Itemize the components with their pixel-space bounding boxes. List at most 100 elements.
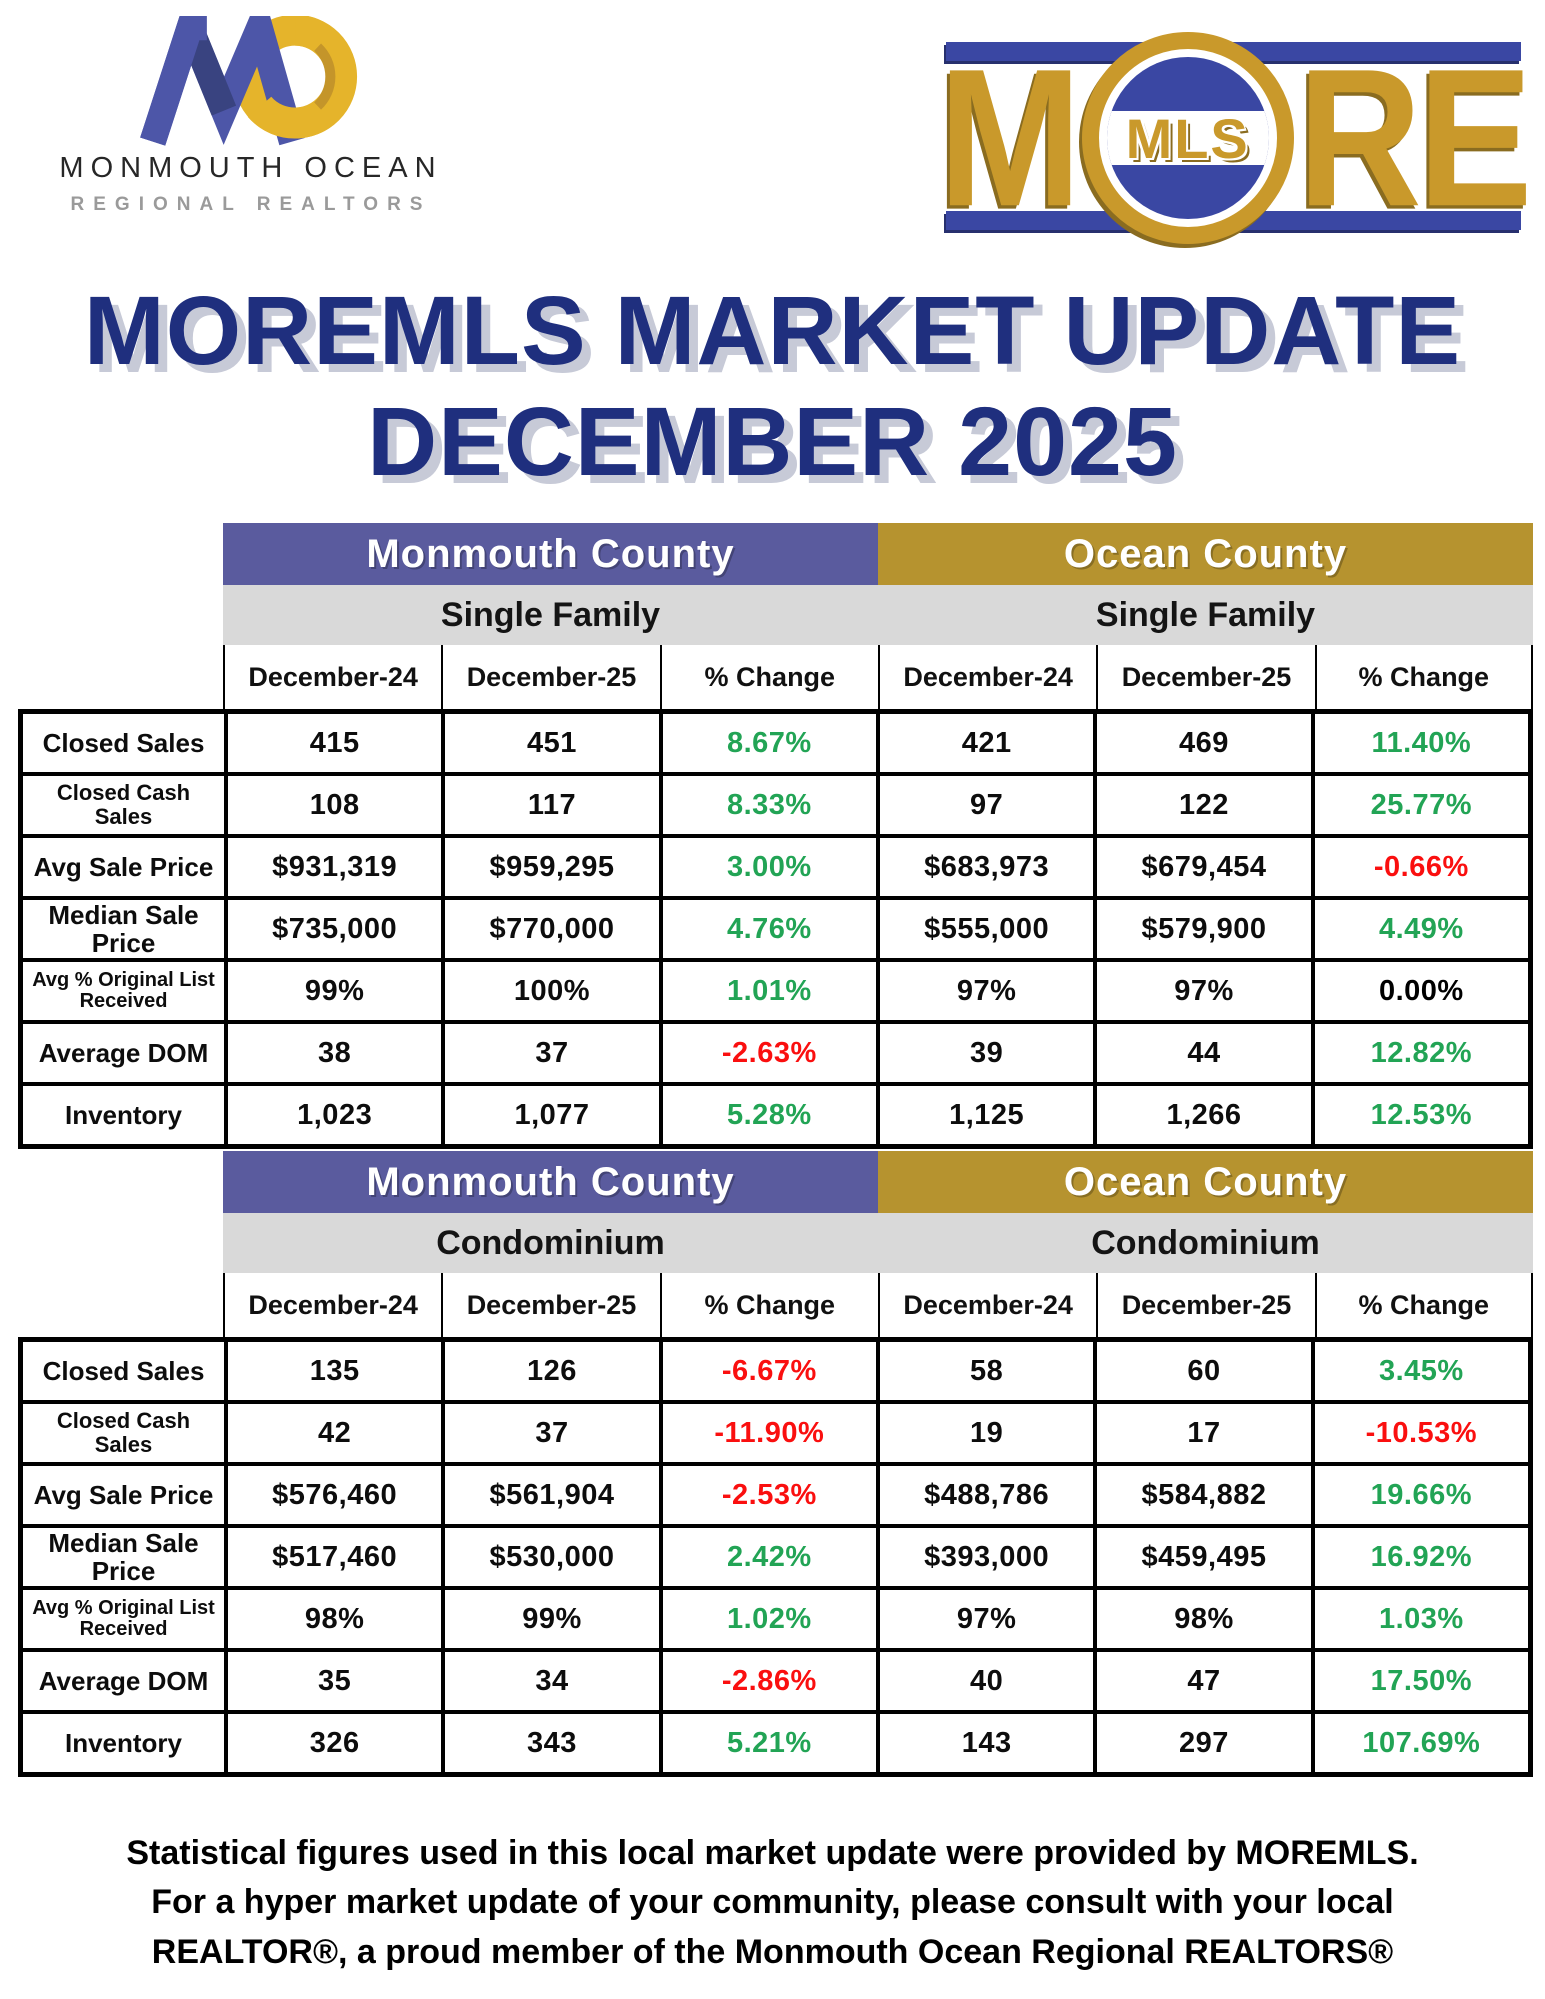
column-header: December-25 bbox=[441, 1273, 660, 1338]
disclaimer-line-3: REALTOR®, a proud member of the Monmouth… bbox=[151, 1932, 1394, 1971]
change-cell-monmouth: 8.67% bbox=[660, 712, 878, 775]
value-cell-monmouth-dec25: 126 bbox=[443, 1340, 661, 1403]
county-header-monmouth: Monmouth County bbox=[223, 1151, 878, 1214]
change-cell-ocean: 16.92% bbox=[1312, 1526, 1530, 1589]
table-corner bbox=[18, 1213, 223, 1274]
column-header: December-24 bbox=[877, 645, 1097, 710]
change-cell-monmouth: 5.21% bbox=[660, 1712, 878, 1775]
value-cell-monmouth-dec25: 343 bbox=[443, 1712, 661, 1775]
disclaimer-text: Statistical figures used in this local m… bbox=[0, 1829, 1545, 1977]
change-cell-ocean: 3.45% bbox=[1312, 1340, 1530, 1403]
value-cell-monmouth-dec24: 99% bbox=[226, 960, 444, 1023]
value-cell-ocean-dec25: $679,454 bbox=[1095, 836, 1313, 899]
value-cell-monmouth-dec24: 1,023 bbox=[226, 1084, 444, 1147]
value-cell-monmouth-dec25: 99% bbox=[443, 1588, 661, 1651]
change-cell-ocean: 12.53% bbox=[1312, 1084, 1530, 1147]
property-type-ocean: Single Family bbox=[877, 585, 1533, 646]
value-cell-ocean-dec25: 47 bbox=[1095, 1650, 1313, 1713]
value-cell-monmouth-dec24: 38 bbox=[226, 1022, 444, 1085]
change-cell-monmouth: -11.90% bbox=[660, 1402, 878, 1465]
mls-label: MLS bbox=[1125, 106, 1250, 170]
row-label: Avg % Original List Received bbox=[21, 1588, 226, 1651]
mo-monogram-icon bbox=[140, 16, 358, 146]
value-cell-monmouth-dec25: 34 bbox=[443, 1650, 661, 1713]
change-cell-ocean: 12.82% bbox=[1312, 1022, 1530, 1085]
table-corner bbox=[18, 1151, 223, 1214]
value-cell-ocean-dec25: 297 bbox=[1095, 1712, 1313, 1775]
value-cell-monmouth-dec25: 37 bbox=[443, 1022, 661, 1085]
value-cell-ocean-dec25: 60 bbox=[1095, 1340, 1313, 1403]
change-cell-monmouth: 8.33% bbox=[660, 774, 878, 837]
table-corner bbox=[18, 585, 223, 646]
value-cell-monmouth-dec24: 326 bbox=[226, 1712, 444, 1775]
value-cell-monmouth-dec24: 98% bbox=[226, 1588, 444, 1651]
table-corner bbox=[18, 645, 223, 710]
value-cell-ocean-dec25: 1,266 bbox=[1095, 1084, 1313, 1147]
column-header: December-25 bbox=[441, 645, 660, 710]
table-corner bbox=[18, 1273, 223, 1338]
value-cell-ocean-dec24: 39 bbox=[877, 1022, 1096, 1085]
column-header: December-24 bbox=[877, 1273, 1097, 1338]
more-letter-m: M bbox=[938, 28, 1081, 248]
value-cell-monmouth-dec24: $931,319 bbox=[226, 836, 444, 899]
page-title: MOREMLS MARKET UPDATE DECEMBER 2025 bbox=[0, 276, 1545, 497]
table-corner bbox=[18, 523, 223, 586]
value-cell-ocean-dec24: 143 bbox=[877, 1712, 1096, 1775]
county-header-monmouth: Monmouth County bbox=[223, 523, 878, 586]
row-label: Avg % Original List Received bbox=[21, 960, 226, 1023]
mls-globe-icon: MLS bbox=[1081, 32, 1294, 244]
column-header: % Change bbox=[1314, 645, 1533, 710]
value-cell-monmouth-dec24: 415 bbox=[226, 712, 444, 775]
title-line-2: DECEMBER 2025 bbox=[367, 386, 1178, 496]
column-header: % Change bbox=[659, 645, 878, 710]
value-cell-ocean-dec24: 1,125 bbox=[877, 1084, 1096, 1147]
row-label: Avg Sale Price bbox=[21, 1464, 226, 1527]
column-header: % Change bbox=[1314, 1273, 1533, 1338]
change-cell-ocean: -10.53% bbox=[1312, 1402, 1530, 1465]
value-cell-monmouth-dec25: $770,000 bbox=[443, 898, 661, 961]
change-cell-ocean: 19.66% bbox=[1312, 1464, 1530, 1527]
change-cell-monmouth: 5.28% bbox=[660, 1084, 878, 1147]
moremls-logo: M MLS RE bbox=[938, 12, 1533, 264]
value-cell-ocean-dec24: 58 bbox=[877, 1340, 1096, 1403]
column-header: December-24 bbox=[223, 645, 442, 710]
change-cell-monmouth: -6.67% bbox=[660, 1340, 878, 1403]
row-label: Median Sale Price bbox=[21, 1526, 226, 1589]
change-cell-monmouth: 4.76% bbox=[660, 898, 878, 961]
value-cell-ocean-dec25: $459,495 bbox=[1095, 1526, 1313, 1589]
value-cell-ocean-dec24: 19 bbox=[877, 1402, 1096, 1465]
change-cell-ocean: 4.49% bbox=[1312, 898, 1530, 961]
column-header: December-25 bbox=[1096, 645, 1315, 710]
table-body: Closed Sales 135 126 -6.67% 58 60 3.45% Closed … bbox=[18, 1337, 1533, 1778]
row-label: Closed Cash Sales bbox=[21, 774, 226, 837]
market-tables: Monmouth County Ocean County Single Family… bbox=[18, 523, 1533, 1778]
value-cell-ocean-dec24: 421 bbox=[877, 712, 1096, 775]
county-header-ocean: Ocean County bbox=[877, 523, 1533, 586]
change-cell-ocean: 11.40% bbox=[1312, 712, 1530, 775]
row-label: Median Sale Price bbox=[21, 898, 226, 961]
single-family-table: Monmouth County Ocean County Single Family… bbox=[18, 523, 1533, 1150]
column-header: % Change bbox=[659, 1273, 878, 1338]
row-label: Closed Sales bbox=[21, 1340, 226, 1403]
value-cell-monmouth-dec24: 108 bbox=[226, 774, 444, 837]
table-header: Monmouth County Ocean County Condominium Co… bbox=[18, 1151, 1533, 1338]
value-cell-monmouth-dec24: $517,460 bbox=[226, 1526, 444, 1589]
value-cell-ocean-dec25: $579,900 bbox=[1095, 898, 1313, 961]
value-cell-monmouth-dec25: $561,904 bbox=[443, 1464, 661, 1527]
change-cell-monmouth: 1.02% bbox=[660, 1588, 878, 1651]
page-header: MONMOUTH OCEAN REGIONAL REALTORS M MLS R… bbox=[0, 0, 1545, 268]
change-cell-monmouth: -2.86% bbox=[660, 1650, 878, 1713]
disclaimer-line-1: Statistical figures used in this local m… bbox=[126, 1834, 1419, 1873]
value-cell-ocean-dec24: $555,000 bbox=[877, 898, 1096, 961]
value-cell-monmouth-dec24: 135 bbox=[226, 1340, 444, 1403]
row-label: Closed Cash Sales bbox=[21, 1402, 226, 1465]
row-label: Avg Sale Price bbox=[21, 836, 226, 899]
row-label: Inventory bbox=[21, 1084, 226, 1147]
change-cell-ocean: 0.00% bbox=[1312, 960, 1530, 1023]
value-cell-monmouth-dec25: 100% bbox=[443, 960, 661, 1023]
column-header: December-24 bbox=[223, 1273, 442, 1338]
change-cell-monmouth: -2.53% bbox=[660, 1464, 878, 1527]
left-logo-subtitle: REGIONAL REALTORS bbox=[70, 194, 432, 215]
value-cell-monmouth-dec25: $959,295 bbox=[443, 836, 661, 899]
disclaimer-line-2: For a hyper market update of your commun… bbox=[151, 1883, 1394, 1922]
